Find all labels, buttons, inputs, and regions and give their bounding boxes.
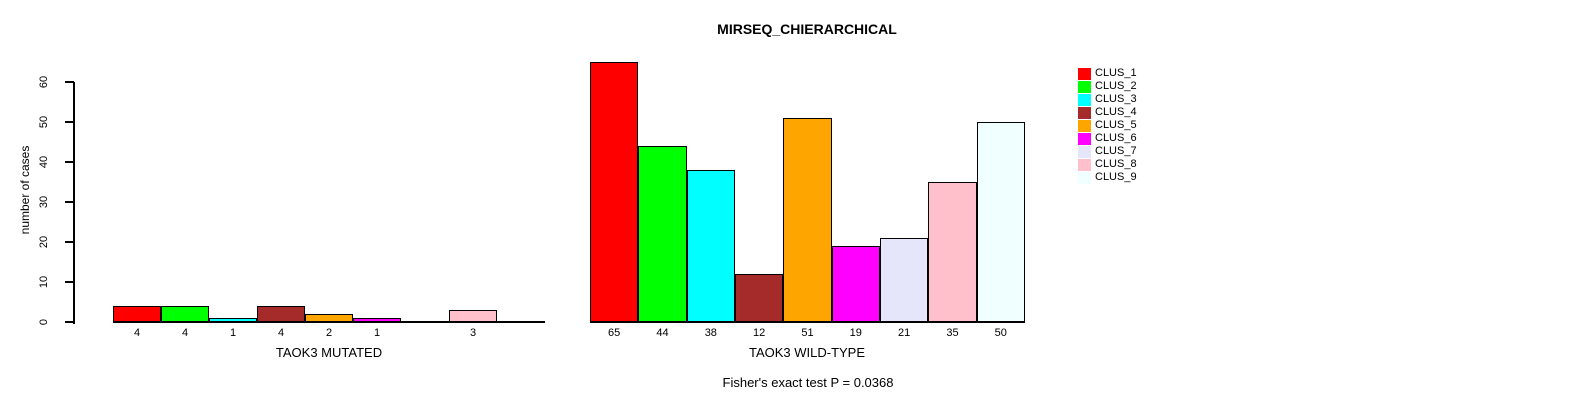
bar-wildtype-clus_5 [783,118,832,322]
x-axis-line-mutated [113,321,545,323]
bar-value-label-mutated-clus_2: 4 [181,327,189,339]
bar-mutated-clus_1 [113,306,161,322]
x-axis-line-wildtype [590,321,1025,323]
legend-label-clus_3: CLUS_3 [1095,93,1137,105]
bar-wildtype-clus_3 [686,170,735,322]
legend-item-clus_1: CLUS_1 [1078,67,1137,80]
legend-item-clus_9: CLUS_9 [1078,171,1137,184]
y-axis-tick-label: 30 [38,195,50,209]
bar-wildtype-clus_9 [976,122,1025,322]
bar-wildtype-clus_2 [638,146,687,322]
legend-swatch-clus_8 [1078,158,1091,171]
bar-value-label-wildtype-clus_4: 12 [753,327,766,339]
bar-value-label-wildtype-clus_9: 50 [994,327,1007,339]
bar-wildtype-clus_8 [928,182,977,322]
y-axis-tick-mark [65,121,74,123]
legend-item-clus_4: CLUS_4 [1078,106,1137,119]
legend-item-clus_3: CLUS_3 [1078,93,1137,106]
y-axis-tick-mark [65,201,74,203]
bar-value-label-mutated-clus_5: 2 [325,327,333,339]
legend-label-clus_7: CLUS_7 [1095,145,1137,157]
bar-wildtype-clus_1 [590,62,639,322]
chart-title: MIRSEQ_CHIERARCHICAL [717,21,897,37]
bar-value-label-mutated-clus_6: 1 [373,327,381,339]
legend-label-clus_8: CLUS_8 [1095,158,1137,170]
legend-label-clus_6: CLUS_6 [1095,132,1137,144]
bar-value-label-wildtype-clus_8: 35 [946,327,959,339]
bar-mutated-clus_4 [257,306,305,322]
legend-label-clus_5: CLUS_5 [1095,119,1137,131]
legend-swatch-clus_6 [1078,132,1091,145]
bar-mutated-clus_5 [305,314,353,322]
legend-item-clus_5: CLUS_5 [1078,119,1137,132]
fisher-test-annotation: Fisher's exact test P = 0.0368 [722,375,894,390]
bar-mutated-clus_3 [209,318,257,322]
bar-value-label-wildtype-clus_3: 38 [704,327,717,339]
y-axis-tick-label: 20 [38,235,50,249]
legend-item-clus_7: CLUS_7 [1078,145,1137,158]
bar-wildtype-clus_7 [879,238,929,322]
bar-value-label-wildtype-clus_1: 65 [608,327,621,339]
y-axis-tick-mark [65,321,74,323]
legend: CLUS_1 CLUS_2 CLUS_3 CLUS_4 CLUS_5 CLUS_6 CLUS… [1078,67,1137,184]
y-axis-tick-label: 60 [38,75,50,89]
y-axis-tick-label: 10 [38,275,50,289]
legend-label-clus_1: CLUS_1 [1095,67,1137,79]
bar-value-label-mutated-clus_8: 3 [469,327,477,339]
x-axis-label-mutated: TAOK3 MUTATED [275,345,383,360]
y-axis-line [73,82,75,324]
y-axis-tick-mark [65,81,74,83]
bar-wildtype-clus_6 [831,246,880,322]
bar-value-label-wildtype-clus_7: 21 [898,327,911,339]
legend-label-clus_9: CLUS_9 [1095,171,1137,183]
y-axis-tick-label: 50 [38,115,50,129]
y-axis-tick-label: 0 [38,318,50,326]
bar-value-label-wildtype-clus_5: 51 [801,327,814,339]
y-axis-tick-mark [65,281,74,283]
x-axis-label-wildtype: TAOK3 WILD-TYPE [748,345,866,360]
legend-label-clus_4: CLUS_4 [1095,106,1137,118]
legend-swatch-clus_5 [1078,119,1091,132]
bar-value-label-wildtype-clus_2: 44 [656,327,669,339]
bar-value-label-mutated-clus_3: 1 [229,327,237,339]
legend-swatch-clus_7 [1078,145,1091,158]
y-axis-tick-mark [65,241,74,243]
bar-wildtype-clus_4 [734,274,784,322]
bar-mutated-clus_8 [449,310,497,322]
y-axis-tick-label: 40 [38,155,50,169]
legend-swatch-clus_2 [1078,80,1091,93]
legend-item-clus_8: CLUS_8 [1078,158,1137,171]
y-axis-label: number of cases [18,145,32,235]
bar-mutated-clus_2 [161,306,209,322]
legend-label-clus_2: CLUS_2 [1095,80,1137,92]
legend-item-clus_2: CLUS_2 [1078,80,1137,93]
legend-swatch-clus_1 [1078,67,1091,80]
bar-value-label-mutated-clus_1: 4 [133,327,141,339]
legend-swatch-clus_3 [1078,93,1091,106]
bar-value-label-wildtype-clus_6: 19 [849,327,862,339]
legend-item-clus_6: CLUS_6 [1078,132,1137,145]
legend-swatch-clus_4 [1078,106,1091,119]
bar-value-label-mutated-clus_4: 4 [277,327,285,339]
y-axis-tick-mark [65,161,74,163]
bar-mutated-clus_6 [353,318,401,322]
legend-swatch-clus_9 [1078,171,1091,184]
